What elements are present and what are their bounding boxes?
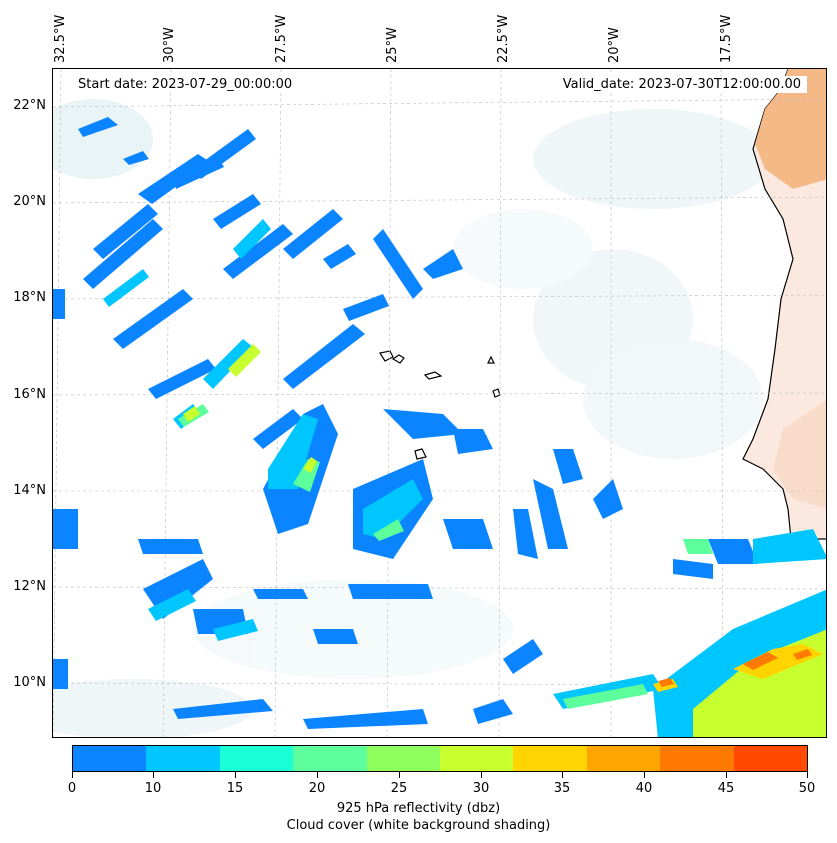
cloud-cover-shading [53, 99, 773, 737]
reflectivity-colorbar [72, 745, 808, 772]
colorbar-tick [235, 772, 236, 778]
colorbar-segment [366, 746, 441, 771]
colorbar-segment [293, 746, 367, 771]
colorbar-tick [317, 772, 318, 778]
lat-label: 16°N [13, 387, 46, 402]
map-panel [52, 68, 827, 738]
lat-label: 14°N [13, 483, 46, 498]
reflectivity-map [53, 69, 826, 737]
lon-label: 30°W [162, 27, 177, 63]
colorbar-tick-label: 10 [144, 781, 162, 796]
colorbar-segment [660, 746, 734, 771]
colorbar-segment [73, 746, 147, 771]
lat-label: 12°N [13, 579, 46, 594]
colorbar-tick [562, 772, 563, 778]
lon-label: 17.5°W [719, 14, 734, 63]
colorbar-tick-label: 45 [717, 781, 735, 796]
colorbar-title: 925 hPa reflectivity (dbz) [336, 801, 501, 816]
valid-date-label: Valid_date: 2023-07-30T12:00:00.00 [556, 76, 807, 93]
lon-label: 20°W [607, 27, 622, 63]
colorbar-tick-label: 30 [472, 781, 490, 796]
colorbar-segment [586, 746, 661, 771]
lat-label: 20°N [13, 194, 46, 209]
colorbar-segment [513, 746, 587, 771]
colorbar-segment [733, 746, 808, 771]
africa-landmass [742, 69, 826, 540]
colorbar-tick-label: 20 [308, 781, 326, 796]
colorbar-tick [644, 772, 645, 778]
colorbar-tick-label: 35 [553, 781, 571, 796]
colorbar-segment [146, 746, 220, 771]
colorbar-segment [219, 746, 294, 771]
colorbar-tick [72, 772, 73, 778]
lon-label: 22.5°W [496, 14, 511, 63]
colorbar-tick [153, 772, 154, 778]
lat-label: 10°N [13, 675, 46, 690]
lon-label: 27.5°W [274, 14, 289, 63]
start-date-label: Start date: 2023-07-29_00:00:00 [72, 76, 299, 93]
colorbar-tick [726, 772, 727, 778]
colorbar-tick-label: 50 [798, 781, 816, 796]
lon-label: 25°W [385, 27, 400, 63]
colorbar-subtitle: Cloud cover (white background shading) [286, 818, 551, 833]
lon-label: 32.5°W [53, 14, 68, 63]
reflectivity-cells [53, 117, 826, 737]
colorbar-tick-label: 15 [226, 781, 244, 796]
colorbar-tick [481, 772, 482, 778]
colorbar-segment [440, 746, 514, 771]
lat-label: 22°N [13, 98, 46, 113]
map-gridlines [53, 69, 826, 737]
colorbar-tick-label: 25 [390, 781, 408, 796]
colorbar-tick [399, 772, 400, 778]
colorbar-tick-label: 0 [67, 781, 77, 796]
colorbar-tick [807, 772, 808, 778]
lat-label: 18°N [13, 290, 46, 305]
colorbar-tick-label: 40 [635, 781, 653, 796]
